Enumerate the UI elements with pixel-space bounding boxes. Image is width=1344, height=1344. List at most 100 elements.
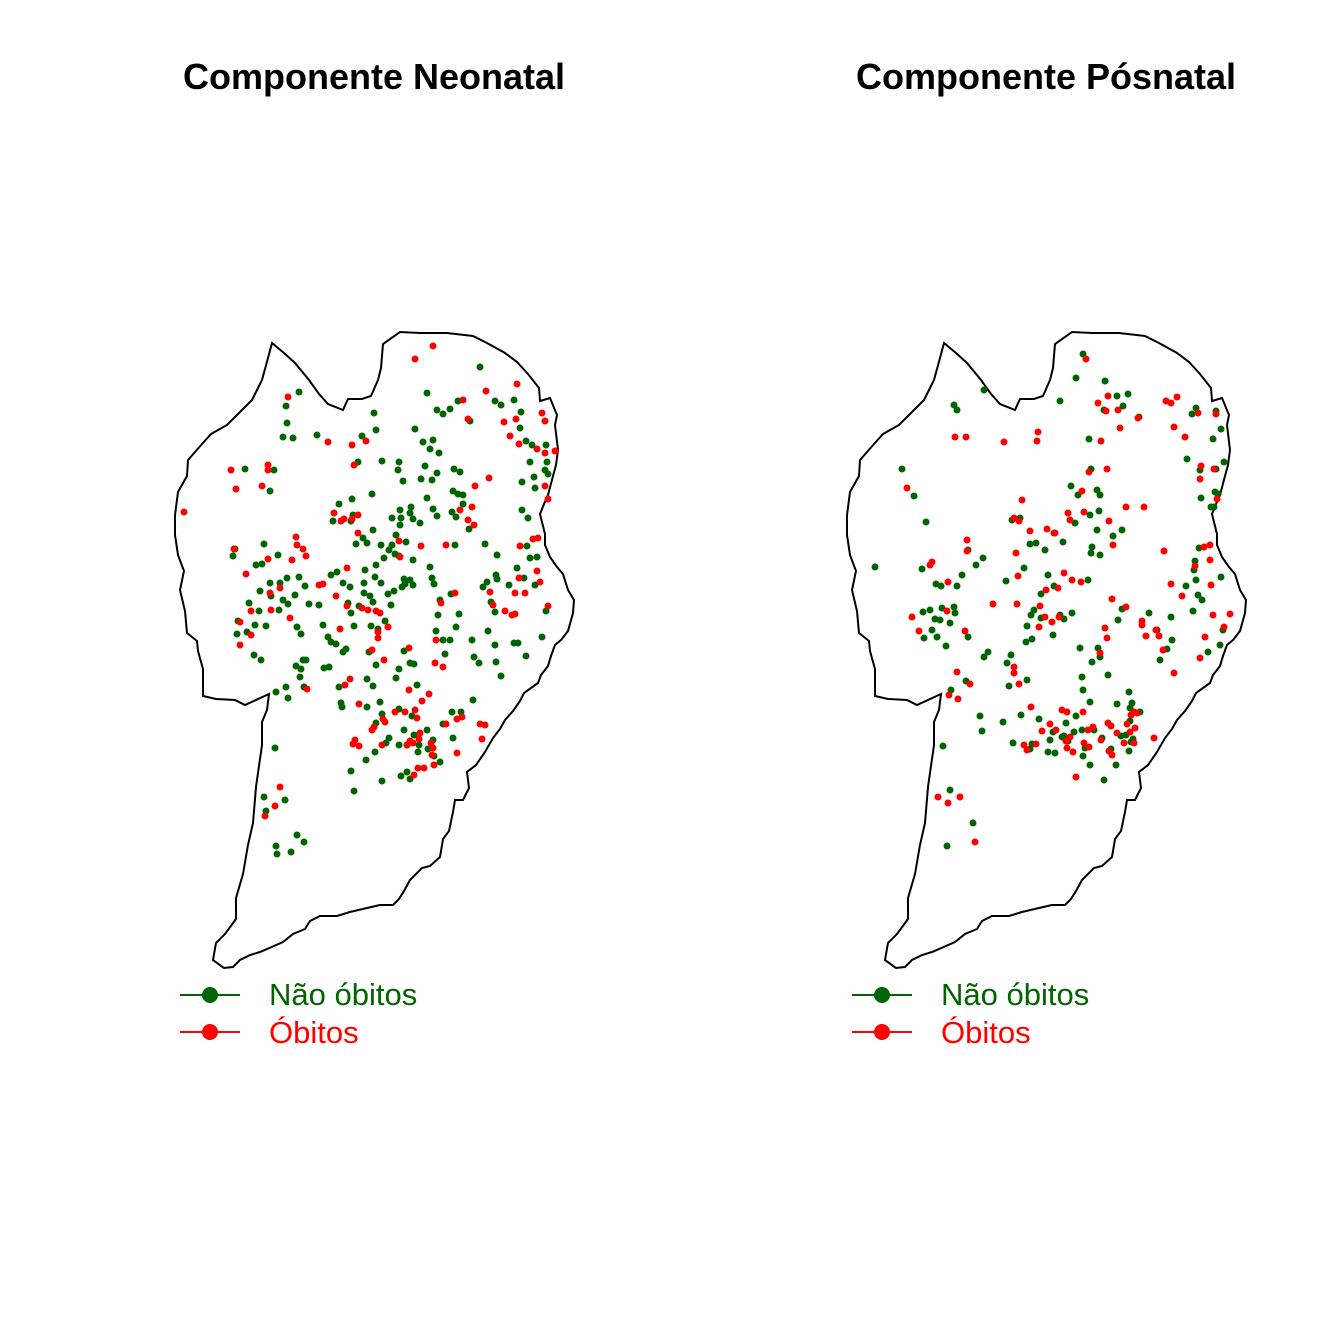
- point-obito: [544, 495, 552, 503]
- point-obito: [1104, 719, 1112, 727]
- point-obito: [1097, 437, 1105, 445]
- point-nao-obito: [526, 554, 534, 562]
- point-nao-obito: [332, 640, 340, 648]
- point-obito: [350, 461, 358, 469]
- point-nao-obito: [245, 599, 253, 607]
- point-nao-obito: [407, 503, 415, 511]
- point-nao-obito: [1022, 638, 1030, 646]
- point-obito: [1015, 680, 1023, 688]
- point-obito: [1069, 748, 1077, 756]
- point-nao-obito: [964, 633, 972, 641]
- point-obito: [1138, 617, 1146, 625]
- point-obito: [971, 838, 979, 846]
- point-nao-obito: [313, 431, 321, 439]
- point-obito: [430, 761, 438, 769]
- point-nao-obito: [530, 473, 538, 481]
- point-nao-obito: [423, 494, 431, 502]
- point-obito: [470, 521, 478, 529]
- point-obito: [406, 737, 414, 745]
- point-obito: [1173, 393, 1181, 401]
- point-nao-obito: [1168, 636, 1176, 644]
- point-nao-obito: [362, 756, 370, 764]
- point-obito: [341, 681, 349, 689]
- points-layer: [180, 342, 559, 858]
- point-obito: [332, 592, 340, 600]
- point-obito: [1078, 487, 1086, 495]
- point-nao-obito: [1028, 635, 1036, 643]
- point-nao-obito: [939, 742, 947, 750]
- point-obito: [264, 461, 272, 469]
- point-nao-obito: [484, 627, 492, 635]
- point-nao-obito: [1183, 455, 1191, 463]
- point-obito: [1014, 572, 1022, 580]
- point-nao-obito: [1086, 761, 1094, 769]
- point-obito: [1210, 465, 1218, 473]
- point-obito: [1206, 556, 1214, 564]
- point-obito: [1018, 496, 1026, 504]
- point-nao-obito: [980, 386, 988, 394]
- point-nao-obito: [396, 506, 404, 514]
- point-nao-obito: [522, 652, 530, 660]
- point-nao-obito: [538, 633, 546, 641]
- point-nao-obito: [1017, 711, 1025, 719]
- point-nao-obito: [384, 590, 392, 598]
- point-obito: [1079, 708, 1087, 716]
- point-nao-obito: [465, 525, 473, 533]
- point-obito: [954, 695, 962, 703]
- point-nao-obito: [449, 734, 457, 742]
- point-obito: [551, 447, 559, 455]
- point-nao-obito: [942, 642, 950, 650]
- point-obito: [324, 438, 332, 446]
- point-nao-obito: [518, 478, 526, 486]
- point-nao-obito: [274, 551, 282, 559]
- point-obito: [299, 545, 307, 553]
- legend-label-nao-obitos: Não óbitos: [941, 977, 1090, 1012]
- legend-item-obitos: [852, 1024, 912, 1040]
- point-nao-obito: [493, 551, 501, 559]
- point-nao-obito: [978, 727, 986, 735]
- point-obito: [1064, 509, 1072, 517]
- point-obito: [515, 574, 523, 582]
- point-obito: [418, 697, 426, 705]
- point-nao-obito: [1068, 609, 1076, 617]
- point-obito: [1140, 503, 1148, 511]
- point-nao-obito: [415, 741, 423, 749]
- point-obito: [1103, 465, 1111, 473]
- point-nao-obito: [1093, 486, 1101, 494]
- point-obito: [1085, 743, 1093, 751]
- point-nao-obito: [1041, 546, 1049, 554]
- point-obito: [1108, 751, 1116, 759]
- point-nao-obito: [397, 514, 405, 522]
- point-nao-obito: [409, 581, 417, 589]
- point-nao-obito: [920, 634, 928, 642]
- point-obito: [1131, 724, 1139, 732]
- point-nao-obito: [291, 591, 299, 599]
- point-nao-obito: [378, 777, 386, 785]
- point-nao-obito: [436, 758, 444, 766]
- point-obito: [349, 740, 357, 748]
- point-nao-obito: [297, 630, 305, 638]
- point-nao-obito: [1003, 659, 1011, 667]
- point-nao-obito: [435, 449, 443, 457]
- point-obito: [337, 517, 345, 525]
- point-obito: [478, 735, 486, 743]
- point-nao-obito: [514, 639, 522, 647]
- point-nao-obito: [369, 526, 377, 534]
- point-nao-obito: [305, 600, 313, 608]
- point-nao-obito: [1100, 776, 1108, 784]
- point-obito: [1104, 392, 1112, 400]
- legend-item-nao-obitos: [852, 987, 912, 1003]
- point-nao-obito: [543, 458, 551, 466]
- point-obito: [414, 764, 422, 772]
- point-nao-obito: [287, 848, 295, 856]
- point-nao-obito: [258, 560, 266, 568]
- point-nao-obito: [1023, 676, 1031, 684]
- point-obito: [1201, 633, 1209, 641]
- point-nao-obito: [360, 579, 368, 587]
- point-obito: [1155, 632, 1163, 640]
- point-nao-obito: [946, 786, 954, 794]
- point-nao-obito: [522, 437, 530, 445]
- point-obito: [1167, 580, 1175, 588]
- point-nao-obito: [439, 636, 447, 644]
- point-nao-obito: [411, 425, 419, 433]
